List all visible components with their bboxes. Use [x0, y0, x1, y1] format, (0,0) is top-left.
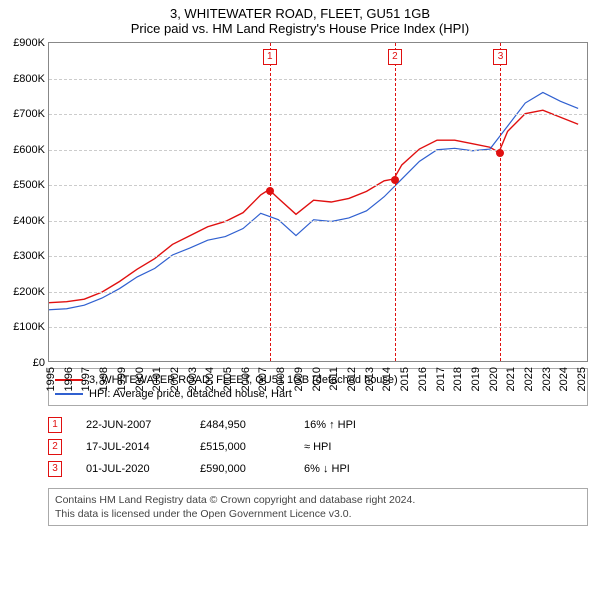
x-axis-label: 2012	[346, 367, 358, 391]
y-axis-label: £0	[33, 357, 45, 369]
marker-badge: 2	[388, 49, 402, 65]
series-price_paid	[49, 110, 578, 302]
y-axis-label: £600K	[13, 144, 45, 156]
marker-badge: 3	[493, 49, 507, 65]
x-axis-label: 2017	[435, 367, 447, 391]
x-axis-label: 2020	[488, 367, 500, 391]
x-axis-label: 2024	[558, 367, 570, 391]
gridline-h	[49, 292, 587, 293]
x-axis-label: 2019	[470, 367, 482, 391]
x-axis-label: 2015	[399, 367, 411, 391]
x-axis-label: 1995	[45, 367, 57, 391]
transaction-price: £515,000	[200, 441, 280, 453]
x-axis-label: 2018	[452, 367, 464, 391]
transactions-table: 1 22-JUN-2007 £484,950 16% ↑ HPI 2 17-JUL-201…	[48, 414, 588, 480]
x-axis-label: 2000	[134, 367, 146, 391]
title-block: 3, WHITEWATER ROAD, FLEET, GU51 1GB Pric…	[0, 0, 600, 38]
gridline-h	[49, 256, 587, 257]
x-axis-label: 2014	[381, 367, 393, 391]
x-axis-label: 2006	[240, 367, 252, 391]
x-axis-label: 2010	[311, 367, 323, 391]
transaction-price: £484,950	[200, 419, 280, 431]
y-axis-label: £500K	[13, 179, 45, 191]
x-axis-label: 1998	[98, 367, 110, 391]
x-axis-label: 2003	[187, 367, 199, 391]
transaction-row: 3 01-JUL-2020 £590,000 6% ↓ HPI	[48, 458, 588, 480]
gridline-h	[49, 150, 587, 151]
x-axis-label: 1999	[116, 367, 128, 391]
marker-dot	[391, 176, 399, 184]
transaction-diff: ≈ HPI	[304, 441, 384, 453]
y-axis-label: £800K	[13, 73, 45, 85]
x-axis-label: 2004	[204, 367, 216, 391]
chart-container: 3, WHITEWATER ROAD, FLEET, GU51 1GB Pric…	[0, 0, 600, 590]
marker-dot	[266, 187, 274, 195]
y-axis-label: £300K	[13, 250, 45, 262]
gridline-h	[49, 221, 587, 222]
x-axis-label: 2013	[364, 367, 376, 391]
gridline-h	[49, 185, 587, 186]
transaction-price: £590,000	[200, 463, 280, 475]
transaction-marker: 1	[48, 417, 62, 433]
x-axis-label: 1997	[80, 367, 92, 391]
x-axis-label: 2011	[328, 367, 340, 391]
transaction-row: 2 17-JUL-2014 £515,000 ≈ HPI	[48, 436, 588, 458]
transaction-marker: 3	[48, 461, 62, 477]
title-line1: 3, WHITEWATER ROAD, FLEET, GU51 1GB	[0, 6, 600, 21]
x-axis-label: 2007	[257, 367, 269, 391]
x-axis-label: 1996	[63, 367, 75, 391]
x-axis-label: 2002	[169, 367, 181, 391]
x-axis-label: 2022	[523, 367, 535, 391]
x-axis-label: 2016	[417, 367, 429, 391]
gridline-h	[49, 114, 587, 115]
transaction-diff: 6% ↓ HPI	[304, 463, 384, 475]
marker-badge: 1	[263, 49, 277, 65]
transaction-diff: 16% ↑ HPI	[304, 419, 384, 431]
x-axis-label: 2009	[293, 367, 305, 391]
y-axis-label: £100K	[13, 321, 45, 333]
marker-dot	[496, 149, 504, 157]
marker-vline	[500, 43, 501, 361]
gridline-h	[49, 79, 587, 80]
y-axis-label: £700K	[13, 108, 45, 120]
y-axis-label: £200K	[13, 286, 45, 298]
y-axis-label: £900K	[13, 37, 45, 49]
x-axis-label: 2025	[576, 367, 588, 391]
transaction-marker: 2	[48, 439, 62, 455]
footer-line1: Contains HM Land Registry data © Crown c…	[55, 493, 581, 507]
chart-lines-svg	[49, 43, 587, 361]
gridline-h	[49, 327, 587, 328]
y-axis-label: £400K	[13, 215, 45, 227]
x-axis-label: 2005	[222, 367, 234, 391]
x-axis-label: 2023	[541, 367, 553, 391]
footer-line2: This data is licensed under the Open Gov…	[55, 507, 581, 521]
transaction-date: 17-JUL-2014	[86, 441, 176, 453]
footer-attribution: Contains HM Land Registry data © Crown c…	[48, 488, 588, 526]
legend-swatch	[55, 393, 83, 395]
x-axis-label: 2008	[275, 367, 287, 391]
marker-vline	[395, 43, 396, 361]
transaction-date: 01-JUL-2020	[86, 463, 176, 475]
marker-vline	[270, 43, 271, 361]
x-axis-label: 2001	[151, 367, 163, 391]
x-axis-label: 2021	[505, 367, 517, 391]
transaction-row: 1 22-JUN-2007 £484,950 16% ↑ HPI	[48, 414, 588, 436]
chart-plot-area: £0£100K£200K£300K£400K£500K£600K£700K£80…	[48, 42, 588, 362]
transaction-date: 22-JUN-2007	[86, 419, 176, 431]
title-line2: Price paid vs. HM Land Registry's House …	[0, 21, 600, 36]
